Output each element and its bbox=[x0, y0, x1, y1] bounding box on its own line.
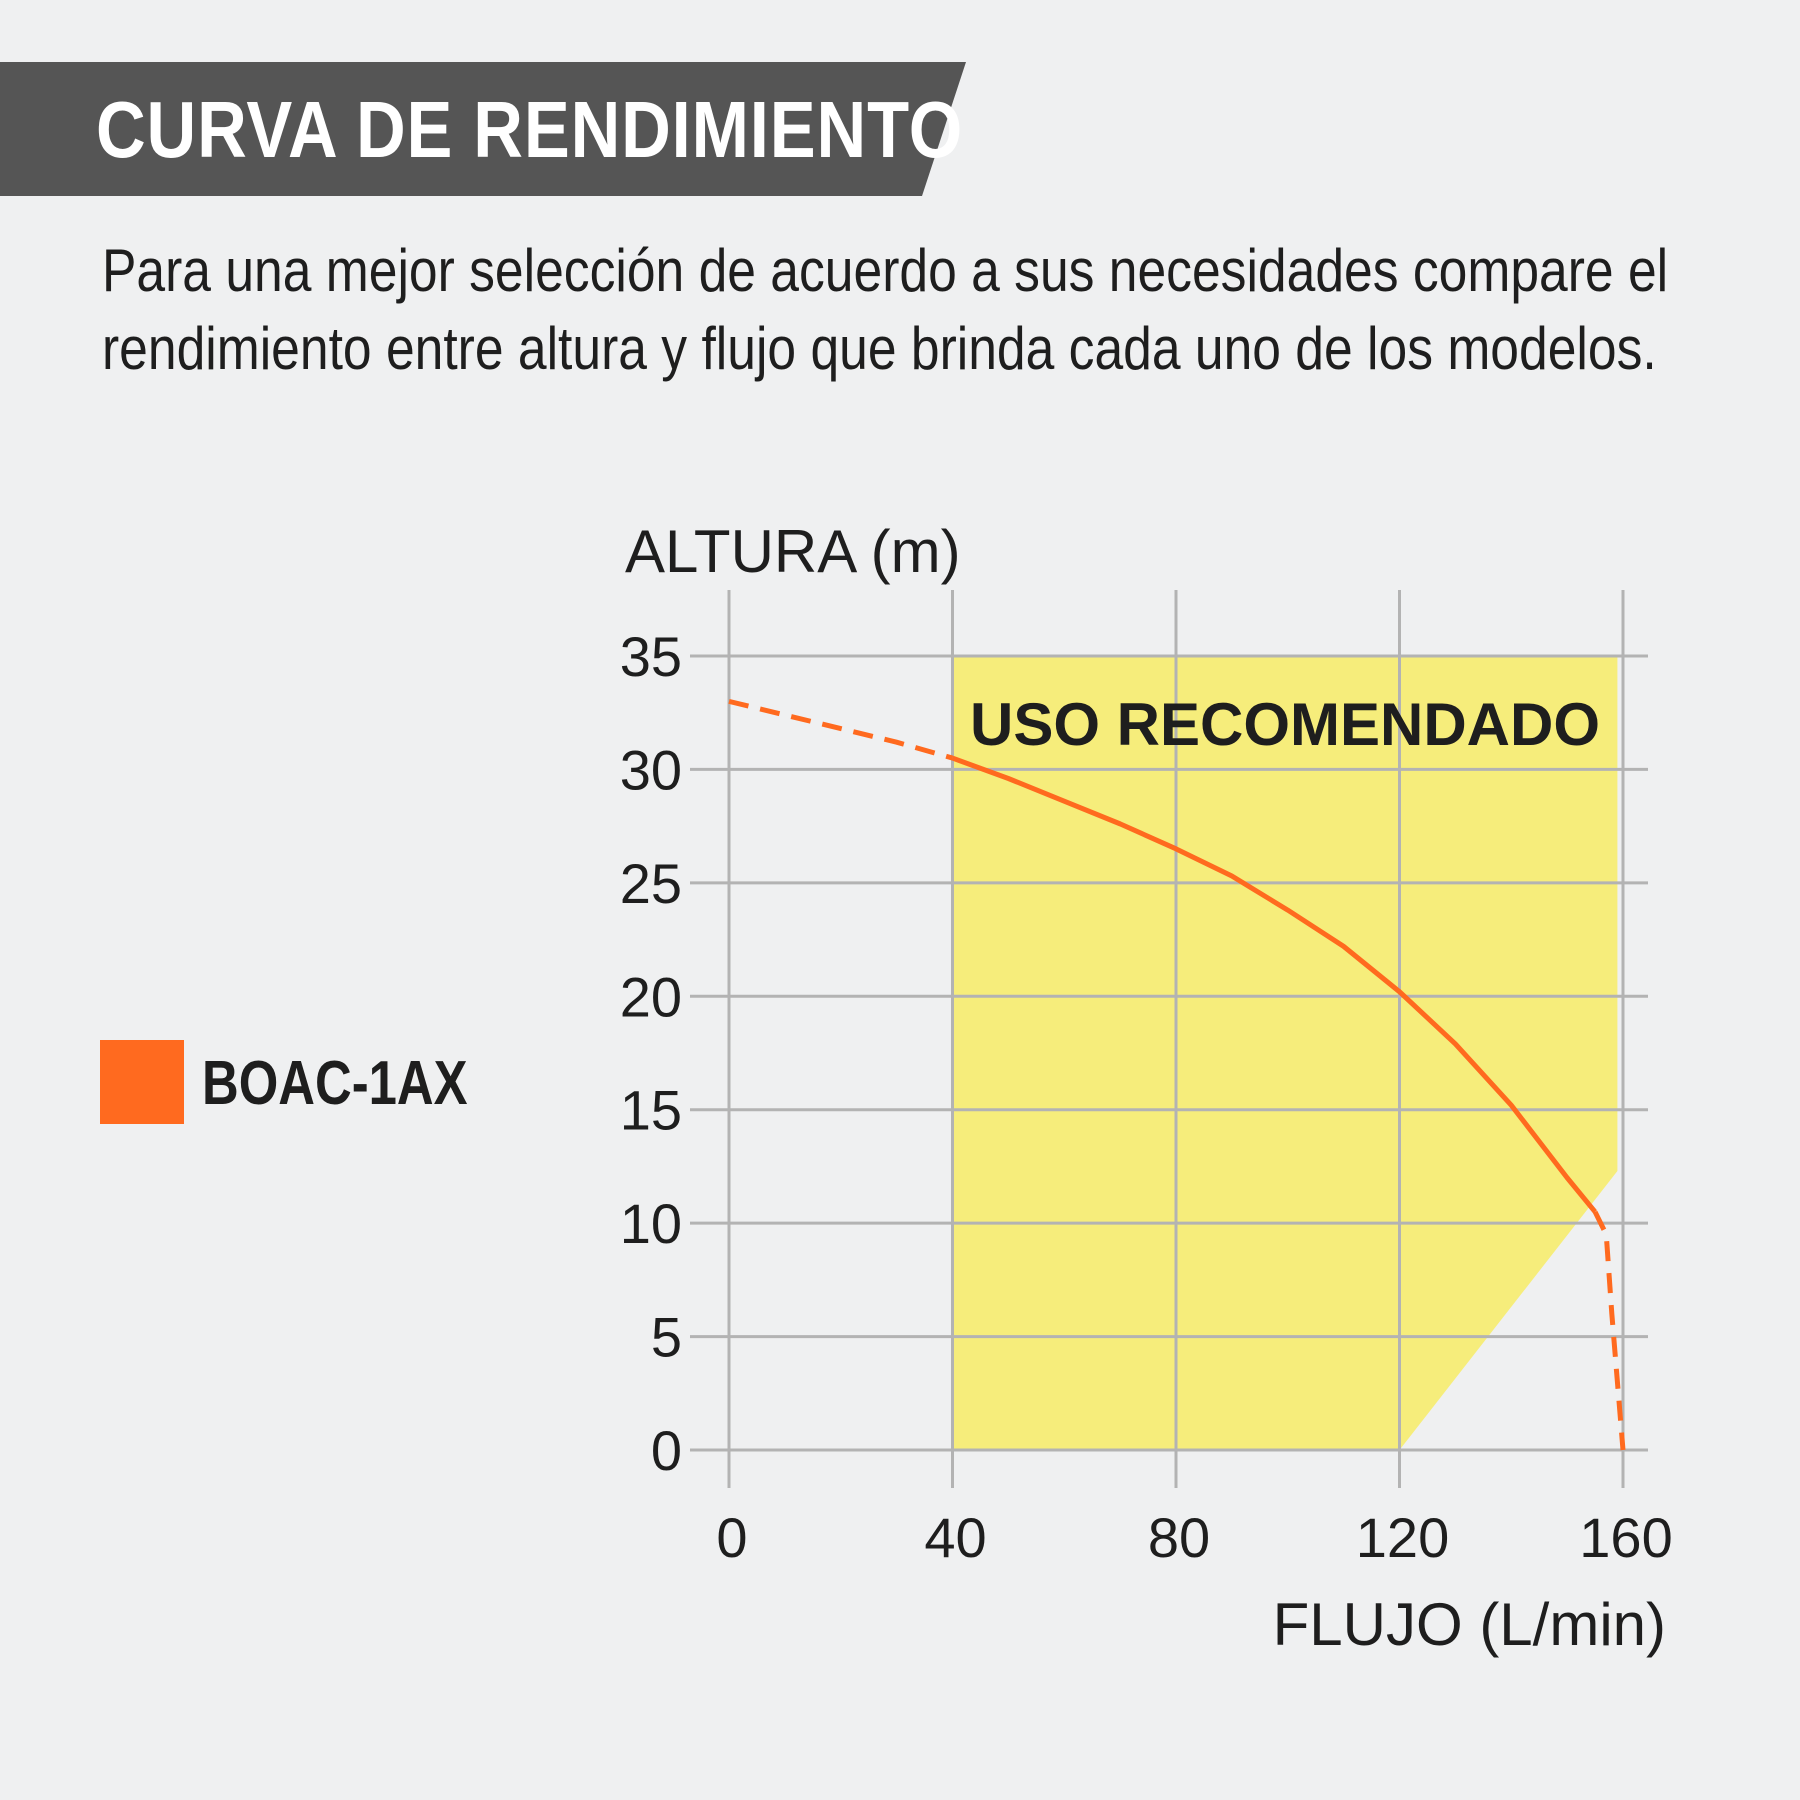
y-tick-label: 35 bbox=[620, 625, 682, 688]
recommended-zone-layer bbox=[952, 656, 1618, 1450]
header-banner bbox=[0, 62, 966, 196]
label-layer: ALTURA (m) FLUJO (L/min) USO RECOMENDADO… bbox=[620, 518, 1673, 1658]
y-tick-label: 10 bbox=[620, 1192, 682, 1255]
series-line bbox=[951, 755, 1597, 1214]
x-tick-label: 160 bbox=[1579, 1506, 1672, 1569]
y-axis-title: ALTURA (m) bbox=[625, 518, 961, 585]
recommended-zone bbox=[952, 656, 1618, 1450]
series-layer bbox=[728, 698, 1626, 1451]
grid-layer bbox=[690, 590, 1648, 1488]
x-tick-label: 40 bbox=[924, 1506, 986, 1569]
y-tick-label: 25 bbox=[620, 852, 682, 915]
header-banner-shape bbox=[0, 62, 966, 196]
x-tick-label: 0 bbox=[716, 1506, 747, 1569]
y-tick-label: 30 bbox=[620, 738, 682, 801]
x-axis-title: FLUJO (L/min) bbox=[1273, 1591, 1666, 1658]
legend-swatch bbox=[100, 1040, 184, 1124]
chart-description: Para una mejor selección de acuerdo a su… bbox=[102, 237, 1669, 382]
y-tick-label: 5 bbox=[651, 1306, 682, 1369]
x-tick-label: 120 bbox=[1356, 1506, 1449, 1569]
recommended-zone-label: USO RECOMENDADO bbox=[970, 691, 1600, 758]
y-tick-label: 0 bbox=[651, 1419, 682, 1482]
page-title: CURVA DE RENDIMIENTO bbox=[96, 85, 964, 174]
series-dashed-start bbox=[728, 698, 954, 761]
y-tick-label: 20 bbox=[620, 965, 682, 1028]
series-dashed-end bbox=[1592, 1210, 1626, 1451]
legend-label: BOAC-1AX bbox=[202, 1049, 468, 1118]
x-tick-label: 80 bbox=[1148, 1506, 1210, 1569]
y-tick-label: 15 bbox=[620, 1079, 682, 1142]
